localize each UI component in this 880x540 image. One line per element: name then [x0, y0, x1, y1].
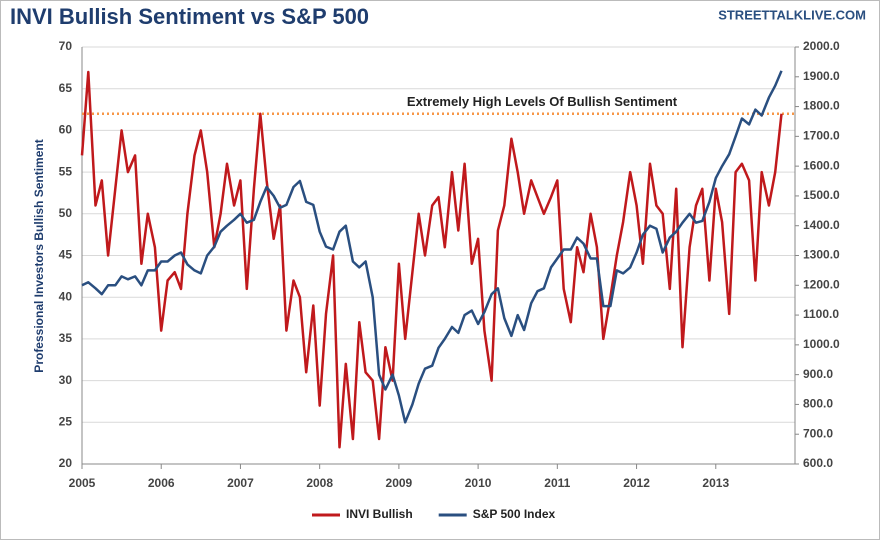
x-tick-label: 2006 [148, 476, 175, 490]
x-tick-label: 2009 [386, 476, 413, 490]
y2-tick-label: 1100.0 [803, 307, 839, 321]
x-tick-label: 2013 [702, 476, 729, 490]
y-tick-label: 30 [59, 373, 73, 387]
legend-label: S&P 500 Index [473, 507, 556, 521]
x-tick-label: 2010 [465, 476, 492, 490]
y2-tick-label: 1400.0 [803, 218, 840, 232]
y2-tick-label: 1300.0 [803, 248, 840, 262]
series-line [80, 70, 783, 449]
source: STREETTALKLIVE.COM [718, 7, 866, 22]
annotation: Extremely High Levels Of Bullish Sentime… [407, 94, 678, 109]
x-tick-label: 2012 [623, 476, 650, 490]
x-tick-label: 2007 [227, 476, 254, 490]
y2-tick-label: 1500.0 [803, 188, 840, 202]
y-axis-label: Professional Investors Bullish Sentiment [32, 139, 46, 372]
y-tick-label: 65 [59, 81, 73, 95]
y-tick-label: 40 [59, 289, 73, 303]
y2-tick-label: 1000.0 [803, 337, 840, 351]
chart-title: INVI Bullish Sentiment vs S&P 500 [10, 4, 369, 29]
y2-tick-label: 600.0 [803, 456, 833, 470]
y-tick-label: 50 [59, 206, 73, 220]
y2-tick-label: 700.0 [803, 426, 833, 440]
x-tick-label: 2005 [69, 476, 96, 490]
y2-tick-label: 1900.0 [803, 69, 840, 83]
series-line [81, 70, 783, 424]
y-tick-label: 45 [59, 248, 73, 262]
y2-tick-label: 1600.0 [803, 158, 840, 172]
legend-label: INVI Bullish [346, 507, 413, 521]
y-tick-label: 35 [59, 331, 73, 345]
y-tick-label: 70 [59, 39, 73, 53]
y2-tick-label: 900.0 [803, 367, 833, 381]
y-tick-label: 25 [59, 414, 73, 428]
y2-tick-label: 1200.0 [803, 277, 840, 291]
y2-tick-label: 2000.0 [803, 39, 840, 53]
x-tick-label: 2011 [544, 476, 570, 490]
y-tick-label: 20 [59, 456, 73, 470]
y2-tick-label: 1800.0 [803, 99, 840, 113]
x-tick-label: 2008 [306, 476, 333, 490]
y-tick-label: 55 [59, 164, 73, 178]
y-tick-label: 60 [59, 123, 73, 137]
y2-tick-label: 800.0 [803, 397, 833, 411]
y2-tick-label: 1700.0 [803, 129, 840, 143]
